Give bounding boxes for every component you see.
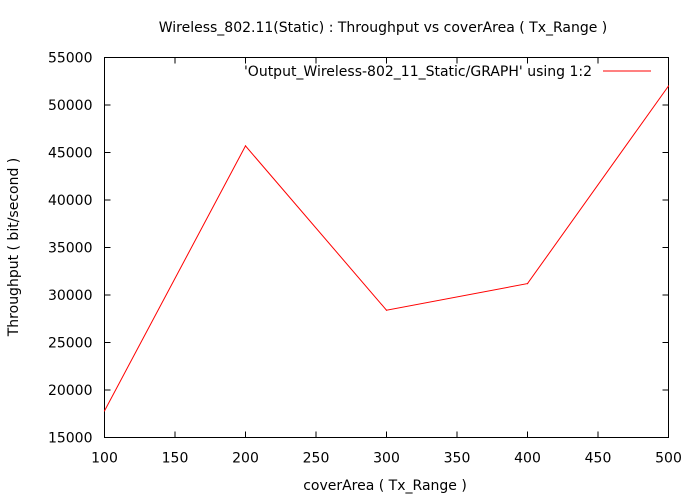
- data-point: [103, 410, 106, 412]
- y-tick-label: 35000: [48, 241, 93, 257]
- x-tick-label: 150: [162, 451, 189, 467]
- y-tick-label: 30000: [48, 288, 93, 304]
- x-tick-label: 250: [303, 451, 330, 467]
- data-point: [526, 283, 529, 285]
- legend-label: 'Output_Wireless-802_11_Static/GRAPH' us…: [244, 64, 592, 80]
- data-point: [385, 309, 388, 311]
- x-tick-label: 200: [232, 451, 259, 467]
- y-tick-label: 15000: [48, 431, 93, 447]
- x-axis-label: coverArea ( Tx_Range ): [303, 478, 467, 494]
- x-tick-label: 400: [514, 451, 541, 467]
- plot-frame: [104, 57, 669, 438]
- x-axis: 100 150 200 250 300 350 400 450 500: [91, 57, 682, 467]
- x-tick-label: 100: [91, 451, 118, 467]
- y-axis-label: Throughput ( bit/second ): [6, 158, 22, 338]
- y-tick-label: 55000: [48, 51, 93, 67]
- y-tick-label: 45000: [48, 146, 93, 162]
- y-tick-label: 40000: [48, 193, 93, 209]
- chart-title: Wireless_802.11(Static) : Throughput vs …: [159, 20, 608, 36]
- data-point: [244, 145, 247, 147]
- data-point: [667, 85, 670, 87]
- y-tick-label: 25000: [48, 336, 93, 352]
- y-tick-label: 50000: [48, 98, 93, 114]
- y-tick-label: 20000: [48, 383, 93, 399]
- series-layer: [103, 85, 670, 412]
- x-tick-label: 450: [585, 451, 612, 467]
- legend: 'Output_Wireless-802_11_Static/GRAPH' us…: [244, 64, 651, 80]
- x-tick-label: 350: [444, 451, 471, 467]
- y-axis: 15000 20000 25000 30000 35000 40000 45000 50000…: [48, 51, 669, 447]
- x-tick-label: 300: [373, 451, 400, 467]
- series-line: [104, 85, 669, 412]
- x-tick-label: 500: [655, 451, 682, 467]
